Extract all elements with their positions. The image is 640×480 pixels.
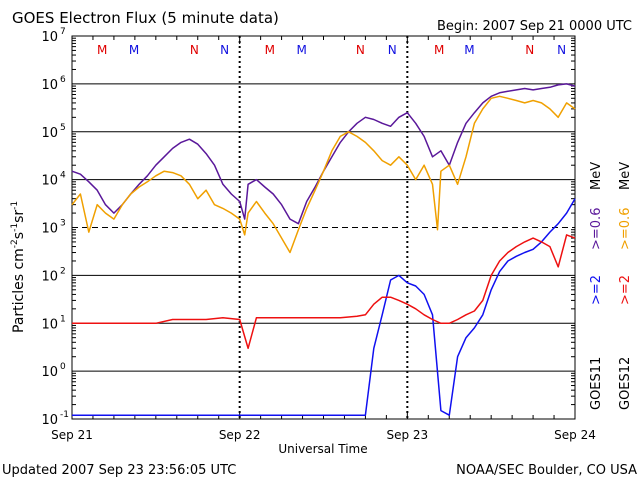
y-tick-exponent: 1 <box>60 314 66 324</box>
legend-unit-g11: MeV <box>589 162 604 190</box>
series-lines <box>71 83 576 416</box>
legend: GOES11 GOES12 >=2 >=2 >=0.6 >=0.6 MeV Me… <box>589 162 633 410</box>
source-label: NOAA/SEC Boulder, CO USA <box>456 463 637 478</box>
y-tick-exponent: 7 <box>60 27 66 37</box>
y-tick-exponent: 2 <box>60 266 66 276</box>
series-line-2 <box>71 95 576 254</box>
begin-label: Begin: 2007 Sep 21 0000 UTC <box>437 19 632 34</box>
x-axis-ticks: Sep 21 Sep 22 Sep 23 Sep 24 <box>51 36 596 442</box>
y-axis-label-exp2: -1 <box>10 223 20 232</box>
y-axis-label-main: Particles cm <box>11 248 27 333</box>
series-line-3 <box>72 198 576 416</box>
y-tick-exponent: 0 <box>60 362 66 372</box>
y-tick-label: 10 <box>41 365 58 380</box>
y-tick-exponent: -1 <box>60 410 69 420</box>
y-axis-label-exp3: -1 <box>10 201 20 210</box>
y-tick-exponent: 4 <box>60 171 66 181</box>
marker-n: N <box>220 43 229 57</box>
legend-goes12: GOES12 <box>618 357 633 410</box>
marker-n: N <box>388 43 397 57</box>
legend-g11-low: >=0.6 <box>589 208 604 250</box>
series-line-4 <box>72 234 576 350</box>
legend-g12-high: >=2 <box>618 275 633 305</box>
legend-unit-g12: MeV <box>618 162 633 190</box>
marker-m: M <box>434 43 444 57</box>
x-tick-label: Sep 23 <box>386 428 428 442</box>
x-tick-label: Sep 21 <box>51 428 93 442</box>
y-tick-exponent: 6 <box>60 75 66 85</box>
y-axis-label: Particles cm-2s-1sr-1 <box>10 201 27 333</box>
marker-n: N <box>190 43 199 57</box>
chart-title: GOES Electron Flux (5 minute data) <box>12 9 279 27</box>
y-tick-exponent: 5 <box>60 123 66 133</box>
marker-m: M <box>265 43 275 57</box>
marker-n: N <box>557 43 566 57</box>
y-tick-label: 10 <box>41 78 58 93</box>
y-tick-label: 10 <box>41 222 58 237</box>
y-tick-label: 10 <box>41 126 58 141</box>
legend-g12-low: >=0.6 <box>618 208 633 250</box>
series-line-1 <box>71 83 576 225</box>
y-tick-label: 10 <box>41 413 58 428</box>
marker-n: N <box>356 43 365 57</box>
x-tick-label: Sep 24 <box>554 428 596 442</box>
updated-timestamp: Updated 2007 Sep 23 23:56:05 UTC <box>2 463 236 478</box>
y-tick-exponent: 3 <box>60 219 66 229</box>
legend-goes11: GOES11 <box>589 357 604 410</box>
y-tick-label: 10 <box>41 269 58 284</box>
x-axis-label: Universal Time <box>278 442 367 456</box>
marker-m: M <box>129 43 139 57</box>
y-tick-label: 10 <box>41 174 58 189</box>
y-axis-label-mid2: sr <box>11 210 27 223</box>
y-axis-label-mid1: s <box>11 232 27 239</box>
marker-m: M <box>464 43 474 57</box>
marker-m: M <box>97 43 107 57</box>
y-axis-label-exp1: -2 <box>10 239 20 248</box>
y-tick-label: 10 <box>41 30 58 45</box>
marker-m: M <box>297 43 307 57</box>
x-tick-label: Sep 22 <box>219 428 261 442</box>
marker-n: N <box>525 43 534 57</box>
legend-g11-high: >=2 <box>589 275 604 305</box>
y-tick-label: 10 <box>41 317 58 332</box>
